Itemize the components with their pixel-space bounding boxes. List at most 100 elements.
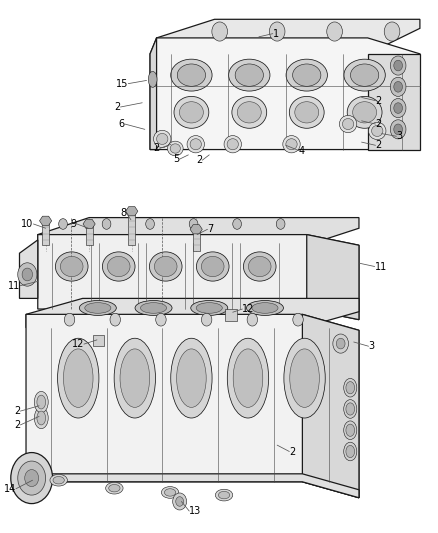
Circle shape [394, 82, 403, 92]
Ellipse shape [171, 59, 212, 91]
Ellipse shape [170, 144, 180, 153]
Circle shape [327, 22, 343, 41]
Polygon shape [19, 240, 38, 298]
Polygon shape [26, 298, 359, 328]
Ellipse shape [237, 102, 261, 123]
Text: 11: 11 [8, 281, 20, 290]
Ellipse shape [346, 424, 355, 437]
Ellipse shape [344, 442, 357, 461]
Circle shape [247, 313, 258, 326]
Circle shape [176, 497, 184, 506]
Circle shape [59, 219, 67, 229]
Circle shape [390, 120, 406, 139]
Ellipse shape [286, 139, 297, 150]
Text: 14: 14 [4, 484, 16, 494]
Polygon shape [302, 314, 359, 498]
Ellipse shape [190, 139, 201, 150]
Ellipse shape [107, 256, 130, 277]
Text: 8: 8 [120, 208, 127, 219]
Text: 6: 6 [119, 119, 125, 129]
Ellipse shape [109, 484, 120, 492]
Ellipse shape [346, 382, 355, 394]
Ellipse shape [120, 349, 150, 407]
Polygon shape [128, 211, 135, 245]
Circle shape [384, 22, 400, 41]
Text: 12: 12 [242, 304, 255, 314]
Ellipse shape [233, 349, 263, 407]
Circle shape [18, 461, 46, 495]
Ellipse shape [215, 489, 233, 501]
Ellipse shape [187, 135, 205, 153]
Ellipse shape [157, 133, 168, 144]
Text: 5: 5 [173, 154, 180, 164]
Polygon shape [38, 217, 359, 245]
Circle shape [110, 313, 120, 326]
Text: 2: 2 [14, 406, 20, 416]
Text: 11: 11 [374, 262, 387, 271]
Ellipse shape [154, 130, 171, 148]
Circle shape [336, 338, 345, 349]
Polygon shape [367, 54, 420, 150]
Ellipse shape [344, 400, 357, 418]
Circle shape [201, 313, 212, 326]
FancyBboxPatch shape [226, 309, 237, 321]
Circle shape [394, 103, 403, 114]
Polygon shape [38, 235, 359, 320]
Ellipse shape [227, 338, 268, 418]
Ellipse shape [114, 338, 155, 418]
Text: 3: 3 [396, 131, 403, 141]
Circle shape [146, 219, 155, 229]
Ellipse shape [371, 125, 383, 136]
Polygon shape [150, 38, 420, 150]
Circle shape [390, 56, 406, 75]
Text: 2: 2 [153, 143, 159, 154]
Text: 3: 3 [368, 341, 374, 351]
Ellipse shape [79, 301, 117, 316]
Circle shape [22, 268, 32, 281]
Ellipse shape [290, 349, 319, 407]
Circle shape [293, 313, 303, 326]
Text: 2: 2 [375, 140, 382, 150]
Ellipse shape [293, 64, 321, 86]
Ellipse shape [343, 118, 354, 130]
Ellipse shape [57, 338, 99, 418]
Polygon shape [150, 38, 157, 150]
Ellipse shape [227, 139, 238, 150]
Text: 12: 12 [71, 339, 84, 349]
Ellipse shape [247, 301, 283, 316]
Ellipse shape [177, 64, 205, 86]
Polygon shape [39, 216, 52, 225]
Ellipse shape [177, 349, 206, 407]
Text: 1: 1 [273, 29, 279, 39]
Circle shape [390, 99, 406, 118]
Ellipse shape [167, 141, 183, 156]
Text: 2: 2 [290, 447, 296, 456]
Text: 2: 2 [375, 95, 382, 106]
Ellipse shape [290, 96, 324, 128]
Polygon shape [307, 235, 359, 320]
Circle shape [156, 313, 166, 326]
Ellipse shape [37, 411, 46, 425]
Circle shape [173, 493, 187, 510]
Ellipse shape [229, 59, 270, 91]
Ellipse shape [196, 303, 223, 313]
Ellipse shape [60, 256, 83, 277]
Circle shape [233, 219, 241, 229]
Ellipse shape [344, 378, 357, 397]
Ellipse shape [347, 96, 382, 128]
Ellipse shape [368, 122, 386, 140]
Polygon shape [86, 224, 92, 245]
Text: 9: 9 [71, 219, 77, 229]
Ellipse shape [339, 115, 357, 133]
Ellipse shape [149, 252, 182, 281]
Text: 15: 15 [116, 79, 128, 88]
Ellipse shape [161, 487, 179, 498]
Circle shape [269, 22, 285, 41]
Ellipse shape [164, 489, 176, 496]
Circle shape [102, 219, 111, 229]
Ellipse shape [34, 407, 48, 429]
Ellipse shape [353, 102, 377, 123]
FancyBboxPatch shape [93, 335, 104, 346]
Ellipse shape [55, 252, 88, 281]
Ellipse shape [180, 102, 203, 123]
